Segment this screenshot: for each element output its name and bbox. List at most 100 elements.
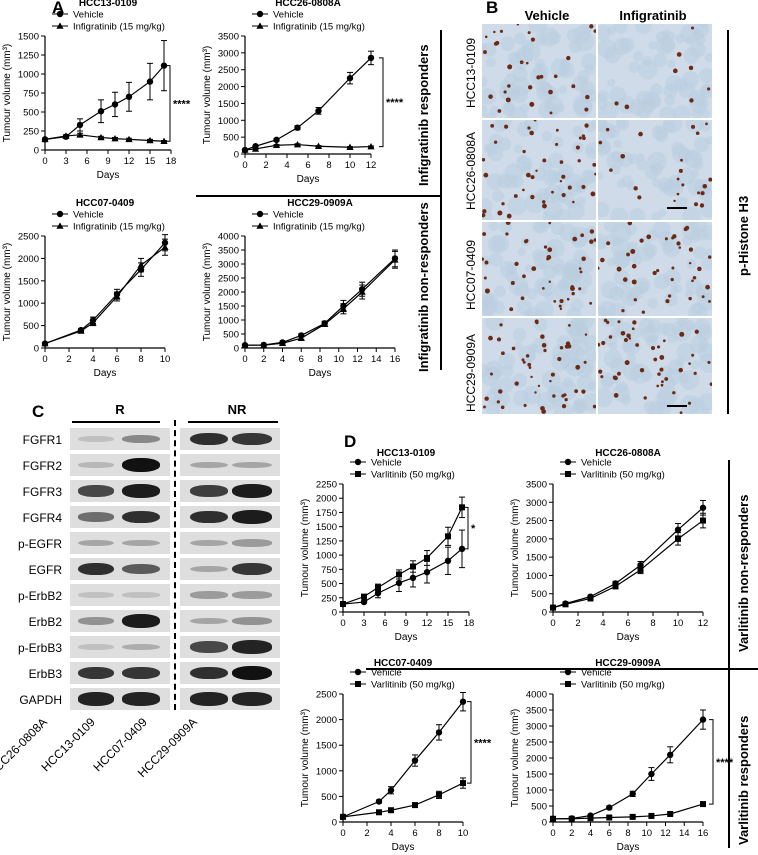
tissue-texture	[663, 268, 682, 287]
stained-nucleus	[529, 101, 535, 107]
stained-nucleus	[572, 200, 575, 204]
y-axis-label: Tumour volume (mm³)	[202, 243, 213, 342]
column-header-vehicle: Vehicle	[524, 8, 570, 23]
stained-nucleus	[509, 307, 514, 312]
stained-nucleus	[575, 366, 579, 369]
tissue-texture	[482, 293, 498, 310]
stained-nucleus	[564, 344, 569, 349]
tissue-texture	[497, 352, 516, 370]
stained-nucleus	[572, 236, 578, 242]
y-tick-label: 2000	[316, 715, 337, 726]
stained-nucleus	[505, 232, 509, 236]
tissue-texture	[541, 130, 553, 142]
stained-nucleus	[541, 200, 546, 204]
tissue-texture	[559, 58, 570, 69]
micrograph-image	[598, 24, 712, 118]
stained-nucleus	[527, 85, 533, 90]
panel-d-horizontal-divider	[366, 668, 758, 670]
micrograph-image	[482, 120, 596, 220]
tissue-texture	[581, 169, 596, 185]
tissue-texture	[699, 67, 712, 84]
tissue-texture	[618, 37, 635, 53]
stained-nucleus	[676, 52, 682, 57]
tissue-texture	[512, 373, 528, 388]
data-point	[125, 135, 133, 143]
stained-nucleus	[688, 247, 694, 252]
blot-strip	[180, 584, 280, 606]
stained-nucleus	[685, 225, 690, 230]
tissue-texture	[573, 399, 583, 409]
legend-marker	[564, 668, 572, 676]
data-point	[612, 583, 619, 590]
stained-nucleus	[578, 136, 582, 140]
tissue-texture	[547, 170, 561, 184]
x-tick-label: 12	[366, 160, 377, 171]
data-point	[160, 62, 168, 69]
stained-nucleus	[581, 389, 586, 394]
stained-nucleus	[519, 60, 524, 65]
row-label-hcc13-0109: HCC13-0109	[464, 37, 478, 108]
tissue-texture	[549, 191, 558, 200]
stained-nucleus	[546, 257, 550, 261]
tissue-texture	[571, 337, 580, 346]
stained-nucleus	[522, 274, 526, 279]
stained-nucleus	[493, 30, 496, 34]
y-tick-label: 500	[321, 792, 337, 803]
blot-strip	[180, 532, 280, 554]
stained-nucleus	[617, 320, 621, 324]
tissue-texture	[598, 171, 604, 181]
y-tick-label: 1000	[218, 116, 239, 127]
tissue-texture	[653, 53, 668, 68]
tissue-texture	[560, 351, 580, 371]
blot-band	[232, 692, 272, 706]
x-tick-label: 0	[42, 156, 47, 167]
tissue-texture	[618, 222, 628, 228]
stained-nucleus	[691, 353, 695, 357]
stained-nucleus	[705, 122, 708, 126]
stained-nucleus	[697, 191, 701, 195]
x-tick-label: 2	[364, 828, 369, 839]
tissue-texture	[619, 287, 640, 307]
stained-nucleus	[621, 308, 625, 313]
stained-nucleus	[590, 191, 596, 197]
data-point	[550, 604, 556, 611]
y-tick-label: 2500	[526, 738, 547, 749]
x-tick-label: 4	[280, 354, 285, 365]
series-line	[44, 246, 166, 345]
data-point	[410, 563, 416, 570]
blot-dashed-separator	[174, 420, 176, 710]
stained-nucleus	[637, 195, 642, 200]
micrograph-image	[598, 120, 712, 220]
x-tick-label: 2	[569, 828, 574, 839]
stained-nucleus	[496, 400, 500, 404]
stained-nucleus	[529, 130, 534, 136]
data-point	[340, 601, 346, 608]
y-tick-label: 0	[332, 818, 337, 829]
stained-nucleus	[514, 381, 519, 386]
stained-nucleus	[676, 192, 680, 196]
stained-nucleus	[702, 183, 708, 189]
series-line	[245, 259, 396, 346]
tissue-texture	[682, 206, 701, 220]
significance-marker: ****	[474, 737, 492, 749]
y-tick-label: 1000	[18, 299, 39, 310]
tissue-texture	[613, 139, 622, 149]
blot-band	[232, 484, 272, 498]
legend-label: Varlitinib (50 mg/kg)	[581, 470, 665, 481]
stained-nucleus	[691, 124, 696, 129]
data-point	[241, 341, 249, 348]
tissue-texture	[598, 90, 609, 103]
tissue-texture	[675, 33, 685, 44]
series-line	[552, 520, 704, 609]
x-axis-label: Days	[297, 174, 320, 185]
y-tick-label: 250	[23, 127, 39, 138]
data-point	[444, 557, 452, 564]
stained-nucleus	[600, 257, 605, 263]
stained-nucleus	[661, 380, 664, 384]
stained-nucleus	[581, 184, 586, 190]
stained-nucleus	[631, 327, 635, 331]
stained-nucleus	[613, 392, 619, 398]
stained-nucleus	[507, 64, 513, 70]
x-axis-label: Days	[97, 170, 120, 181]
tissue-texture	[651, 125, 667, 141]
